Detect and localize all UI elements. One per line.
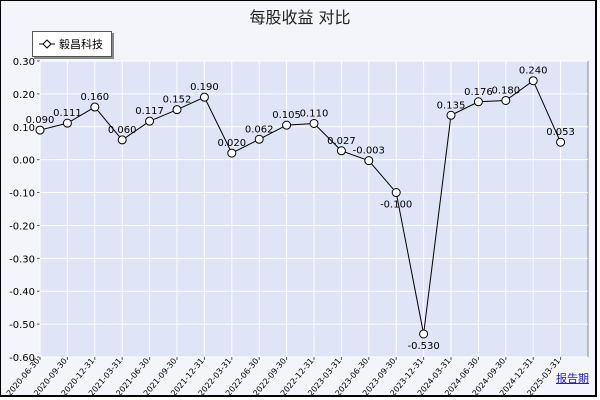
y-tick-label: 0.30 [13, 57, 35, 68]
data-label: 0.062 [245, 124, 274, 135]
data-point [254, 134, 264, 144]
data-point [90, 102, 100, 112]
data-label: 0.027 [327, 136, 356, 147]
data-point [172, 105, 182, 115]
y-tick-label: -0.30 [9, 254, 35, 265]
y-tick-label: 0.10 [13, 123, 35, 134]
data-point [35, 125, 45, 135]
data-label: 0.060 [108, 125, 137, 136]
data-point [528, 76, 538, 86]
y-tick-label: -0.10 [9, 189, 35, 200]
data-label: 0.053 [546, 127, 575, 138]
data-point [556, 137, 566, 147]
data-point [117, 135, 127, 145]
data-label: 0.180 [491, 85, 520, 96]
data-label: 0.240 [519, 66, 548, 77]
data-point [282, 120, 292, 130]
series-line [39, 79, 562, 335]
y-tick-label: -0.20 [9, 221, 35, 232]
report-period-link[interactable]: 报告期 [556, 372, 589, 385]
data-label: 0.111 [53, 108, 82, 119]
data-point [501, 95, 511, 105]
legend-series-label: 毅昌科技 [59, 38, 103, 51]
data-label: -0.100 [380, 200, 412, 211]
y-tick-label: -0.60 [9, 353, 35, 364]
legend-marker-icon [39, 39, 55, 49]
data-point [473, 97, 483, 107]
chart-title: 每股收益 对比 [249, 8, 351, 27]
data-label: 0.135 [437, 100, 466, 111]
data-label: 0.117 [135, 106, 164, 117]
data-label: 0.176 [464, 87, 493, 98]
data-point [336, 146, 346, 156]
data-point [145, 116, 155, 126]
data-point [419, 329, 429, 339]
y-tick-label: -0.50 [9, 320, 35, 331]
data-point [309, 118, 319, 128]
data-point [364, 156, 374, 166]
data-point [199, 92, 209, 102]
data-label: 0.105 [272, 110, 301, 121]
y-tick-label: 0.00 [13, 156, 35, 167]
y-tick-label: -0.40 [9, 287, 35, 298]
data-label: 0.190 [190, 82, 219, 93]
data-label: -0.003 [353, 146, 385, 157]
data-point [391, 188, 401, 198]
data-label: 0.152 [163, 95, 192, 106]
data-label: 0.110 [300, 108, 329, 119]
data-label: -0.530 [407, 341, 439, 352]
data-label: 0.020 [217, 138, 246, 149]
data-label: 0.090 [26, 115, 55, 126]
y-tick-label: 0.20 [13, 90, 35, 101]
data-label: 0.160 [80, 92, 109, 103]
data-point [62, 118, 72, 128]
data-point [227, 148, 237, 158]
data-point [446, 110, 456, 120]
chart-legend: 毅昌科技 [32, 31, 112, 57]
